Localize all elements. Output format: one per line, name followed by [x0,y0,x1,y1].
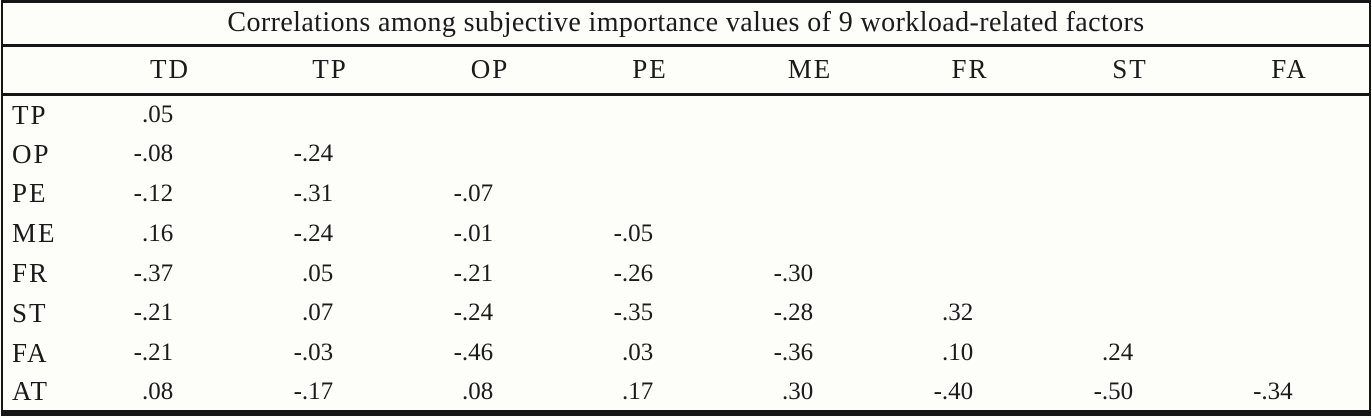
corr-cell [890,214,1050,254]
corr-cell: .16 [141,219,174,247]
corr-cell [1050,134,1210,174]
row-label: FA [12,337,49,368]
corr-cell [1210,333,1370,373]
corr-cell [570,174,730,214]
corr-cell [730,134,890,174]
corr-cell: -.24 [293,219,334,247]
corr-cell: -.30 [773,259,814,287]
corr-cell: .08 [141,377,174,405]
corr-cell: .30 [781,377,814,405]
corr-cell: -.35 [613,299,654,327]
corr-cell [1050,254,1210,294]
corr-cell [890,94,1050,134]
corr-cell [1210,254,1370,294]
corr-cell [1210,134,1370,174]
row-label: ME [12,218,57,249]
corr-cell: .10 [941,339,974,367]
corr-cell: -.36 [773,339,814,367]
corr-cell [1050,174,1210,214]
corr-cell [1210,214,1370,254]
corr-cell: .05 [141,101,174,129]
corr-cell [250,94,410,134]
table-header-row: TD TP OP PE ME FR ST FA [2,45,1370,96]
corr-cell: .03 [621,339,654,367]
corr-cell: -.17 [293,377,334,405]
corr-cell: -.21 [453,259,494,287]
column-header-pe: PE [570,45,730,96]
corr-cell [1050,214,1210,254]
corr-cell: -.34 [1253,377,1293,405]
corr-cell [1210,174,1370,214]
corr-cell: -.28 [773,299,814,327]
corr-cell: .32 [941,299,974,327]
table-title-row: Correlations among subjective importance… [2,1,1370,47]
corr-cell: -.24 [293,140,334,168]
corr-cell: -.37 [133,259,174,287]
corr-cell: -.07 [453,179,494,207]
corr-cell: -.08 [133,140,174,168]
corr-cell: .24 [1101,339,1134,367]
corr-cell: -.05 [613,219,654,247]
corr-cell [730,214,890,254]
column-header-st: ST [1050,45,1210,96]
corr-cell: -.03 [293,339,334,367]
column-header-td: TD [90,45,250,96]
table-row-fr: FR -.37 .05 -.21 -.26 -.30 [2,254,1370,294]
corr-cell: -.21 [133,299,174,327]
corr-cell: .07 [301,299,334,327]
corr-cell: -.24 [453,299,494,327]
corr-cell: .17 [621,377,654,405]
corr-cell [890,134,1050,174]
corr-cell [410,94,570,134]
corr-cell [1210,293,1370,333]
corr-cell: -.31 [293,179,334,207]
column-header-me: ME [730,45,890,96]
column-header-fr: FR [890,45,1050,96]
corr-cell: -.40 [933,377,974,405]
row-label: AT [12,376,49,407]
corr-cell: -.12 [133,179,174,207]
corr-cell: -.21 [133,339,174,367]
corr-cell: -.50 [1093,377,1134,405]
column-header-tp: TP [250,45,410,96]
table-row-me: ME .16 -.24 -.01 -.05 [2,214,1370,254]
corr-cell [1210,94,1370,134]
corr-cell [890,174,1050,214]
table-title: Correlations among subjective importance… [2,1,1370,47]
corr-cell [890,254,1050,294]
corr-cell: .08 [461,377,494,405]
table-row-tp: TP .05 [2,94,1370,134]
table-row-op: OP -.08 -.24 [2,134,1370,174]
corr-cell [730,174,890,214]
row-label: TP [12,99,48,130]
row-label: FR [12,258,50,289]
corr-cell: -.46 [453,339,494,367]
row-label: ST [12,297,48,328]
row-label: OP [12,138,51,169]
corr-cell [570,94,730,134]
corr-cell [1050,293,1210,333]
corner-cell [2,45,90,96]
corr-cell: .05 [301,259,334,287]
column-header-fa: FA [1210,45,1370,96]
corr-cell: -.01 [453,219,494,247]
corr-cell [570,134,730,174]
row-label: PE [12,178,48,209]
table-row-st: ST -.21 .07 -.24 -.35 -.28 .32 [2,293,1370,333]
corr-cell [410,134,570,174]
corr-cell [730,94,890,134]
table-row-fa: FA -.21 -.03 -.46 .03 -.36 .10 .24 [2,333,1370,373]
table-row-at: AT .08 -.17 .08 .17 .30 -.40 -.50 -.34 [2,373,1370,413]
column-header-op: OP [410,45,570,96]
table-row-pe: PE -.12 -.31 -.07 [2,174,1370,214]
corr-cell: -.26 [613,259,654,287]
corr-cell [1050,94,1210,134]
